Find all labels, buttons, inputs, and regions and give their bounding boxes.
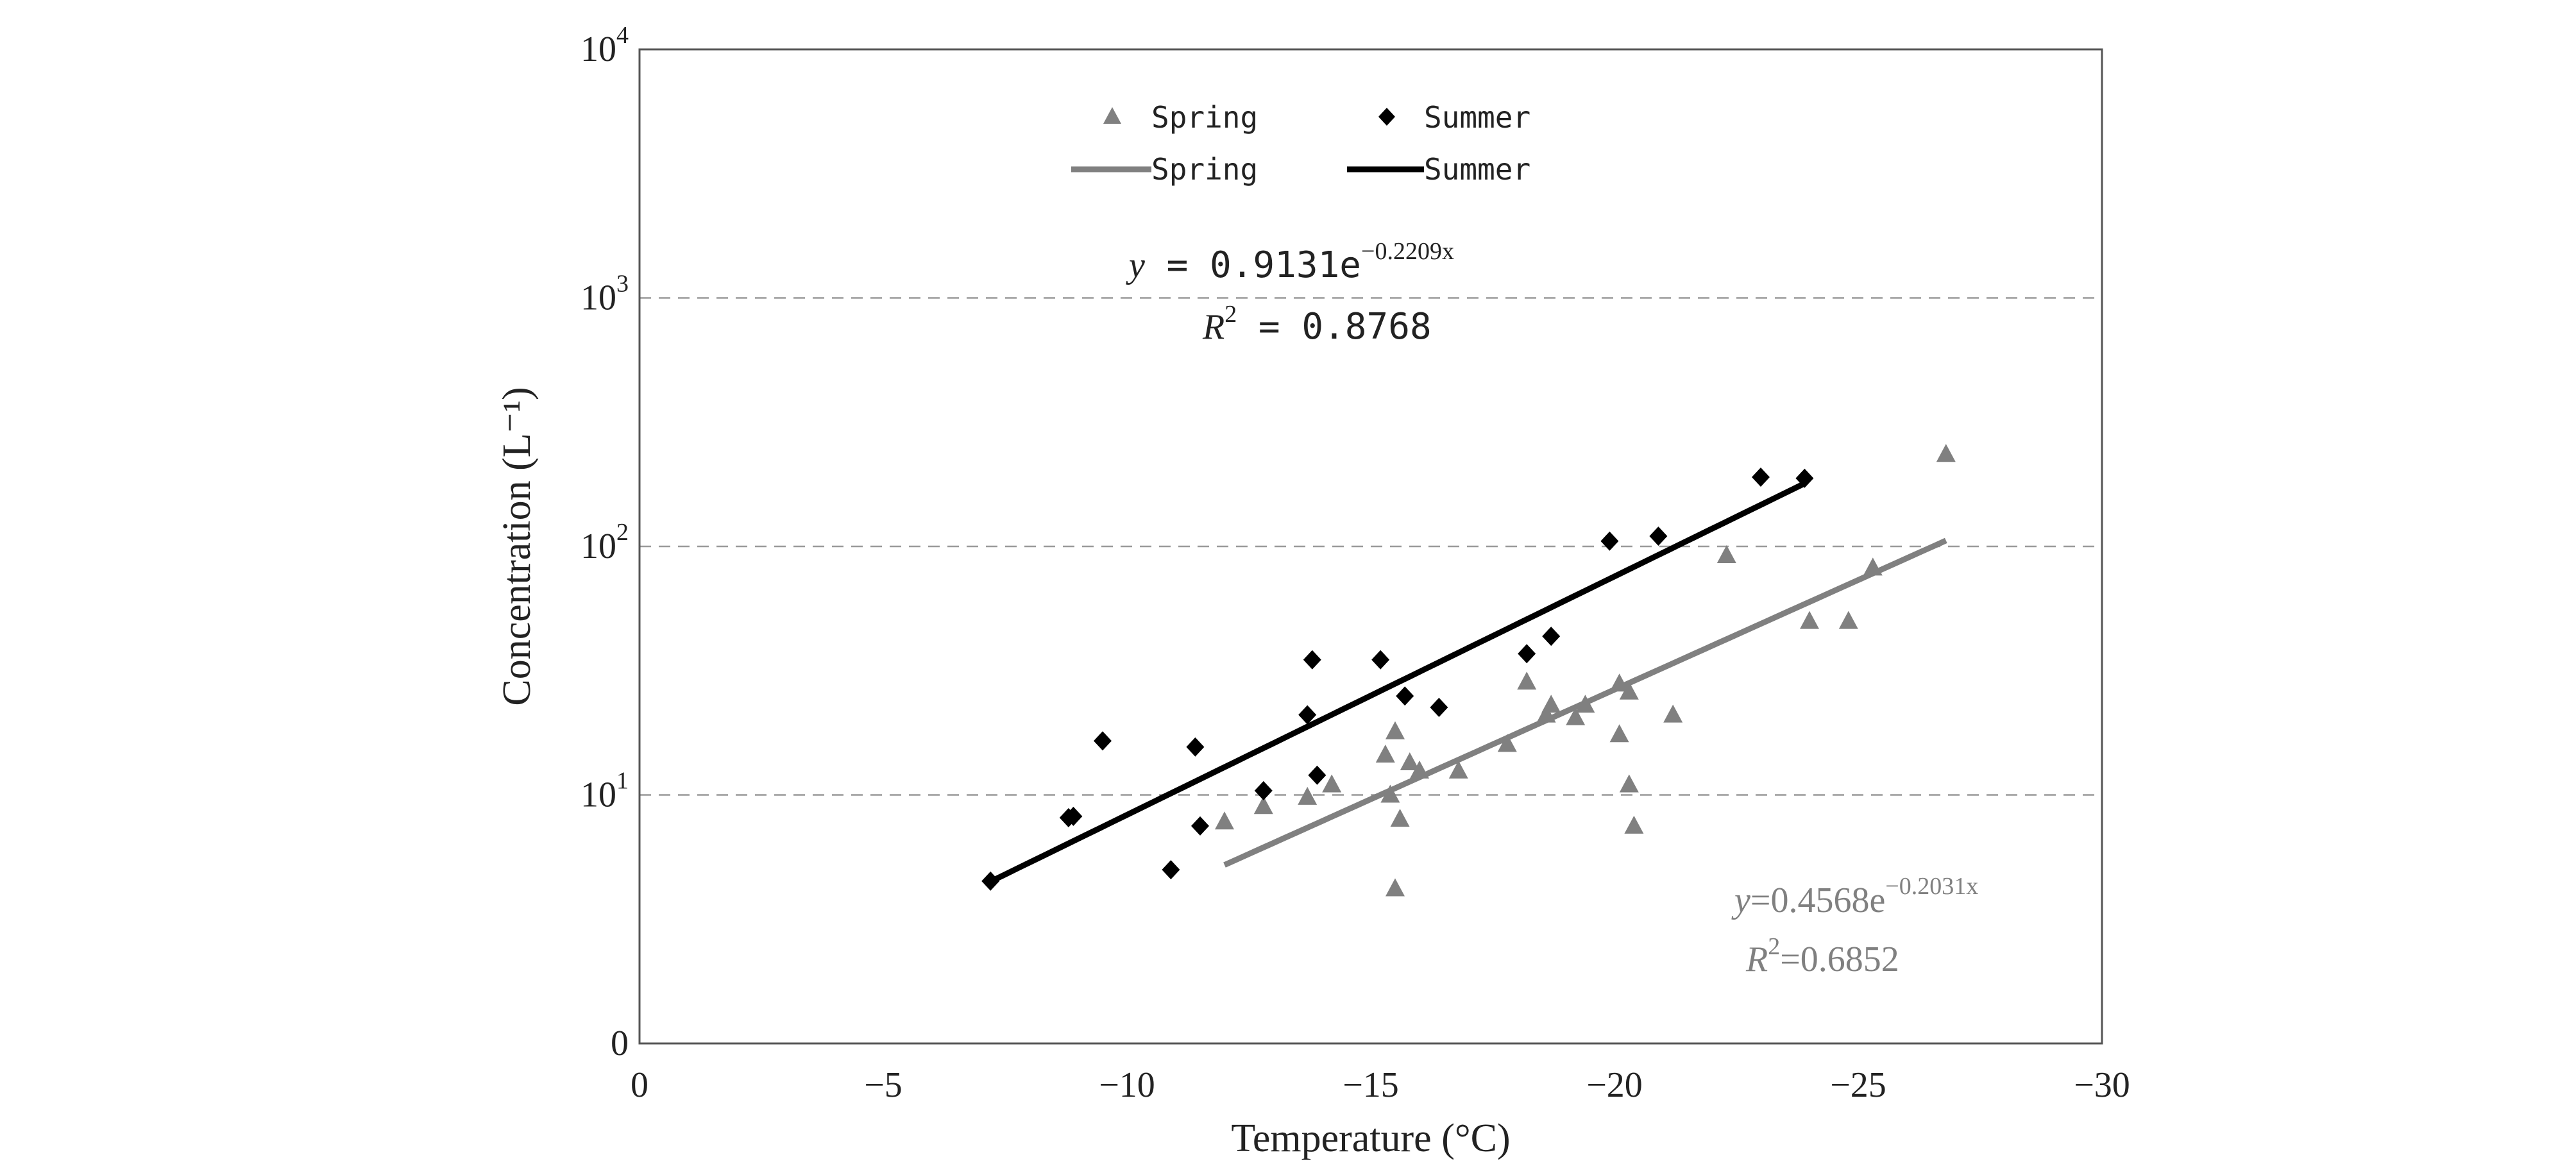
data-point-summer bbox=[1186, 737, 1205, 757]
data-point-summer bbox=[1600, 531, 1619, 551]
data-point-summer bbox=[1094, 731, 1112, 751]
data-point-spring bbox=[1863, 557, 1883, 576]
legend-summer-line-label: Summer bbox=[1424, 152, 1530, 187]
legend: Spring Summer Spring Summer bbox=[1071, 100, 1530, 187]
data-point-spring bbox=[1448, 760, 1468, 779]
x-tick-label: −30 bbox=[2074, 1065, 2130, 1105]
y-tick-label: 103 bbox=[580, 271, 629, 318]
data-point-summer bbox=[1752, 468, 1770, 487]
spring-equation: y=0.4568e−0.2031x R2=0.6852 bbox=[1731, 873, 1978, 979]
x-tick-label: 0 bbox=[631, 1065, 648, 1105]
summer-equation: y = 0.9131e−0.2209x R2 = 0.8768 bbox=[1126, 238, 1454, 348]
data-point-summer bbox=[1649, 527, 1668, 546]
x-tick-label: −25 bbox=[1830, 1065, 1886, 1105]
y-tick-label: 0 bbox=[611, 1024, 629, 1063]
spring-r2-text: R2=0.6852 bbox=[1745, 933, 1899, 979]
data-point-summer bbox=[1371, 650, 1390, 670]
data-point-spring bbox=[1390, 809, 1410, 827]
data-point-spring bbox=[1517, 671, 1537, 690]
data-point-spring bbox=[1716, 545, 1736, 563]
summer-equation-text: y = 0.9131e−0.2209x bbox=[1126, 238, 1454, 286]
data-point-summer bbox=[1542, 627, 1561, 646]
data-point-spring bbox=[1566, 707, 1586, 725]
data-point-summer bbox=[1254, 781, 1273, 800]
x-tick-label: −10 bbox=[1099, 1065, 1155, 1105]
data-point-spring bbox=[1609, 673, 1629, 692]
y-tick-label: 104 bbox=[580, 22, 629, 69]
y-tick-label: 101 bbox=[580, 768, 629, 815]
legend-spring-marker bbox=[1103, 107, 1121, 124]
data-point-spring bbox=[1541, 695, 1561, 713]
x-tick-label: −15 bbox=[1343, 1065, 1399, 1105]
legend-summer-marker bbox=[1378, 108, 1395, 126]
x-tick-label: −5 bbox=[864, 1065, 902, 1105]
legend-spring-marker-label: Spring bbox=[1151, 100, 1258, 135]
data-point-spring bbox=[1575, 695, 1595, 713]
data-point-spring bbox=[1609, 724, 1629, 743]
x-tick-label: −20 bbox=[1586, 1065, 1643, 1105]
data-point-spring bbox=[1298, 786, 1318, 805]
y-tick-label: 102 bbox=[580, 519, 629, 566]
data-point-summer bbox=[1518, 644, 1536, 664]
grid-lines bbox=[640, 297, 2102, 796]
data-point-spring bbox=[1838, 611, 1858, 629]
data-point-summer bbox=[1430, 698, 1448, 717]
data-points bbox=[981, 444, 1956, 897]
data-point-summer bbox=[1162, 860, 1180, 880]
data-point-spring bbox=[1385, 721, 1405, 739]
data-point-summer bbox=[1308, 765, 1326, 785]
plot-frame bbox=[638, 48, 2103, 1045]
y-axis-ticks: 0 101 102 103 104 bbox=[580, 22, 629, 1063]
data-point-summer bbox=[1795, 468, 1814, 488]
data-point-summer bbox=[1298, 705, 1317, 725]
trendline-summer bbox=[989, 480, 1806, 884]
data-point-spring bbox=[1619, 681, 1639, 700]
data-point-spring bbox=[1380, 784, 1400, 803]
data-point-summer bbox=[981, 871, 1000, 891]
x-axis-title: Temperature (°C) bbox=[1231, 1117, 1510, 1160]
data-point-spring bbox=[1663, 704, 1683, 723]
data-point-summer bbox=[1303, 650, 1321, 670]
data-point-spring bbox=[1936, 444, 1956, 462]
data-point-spring bbox=[1400, 752, 1419, 770]
data-point-spring bbox=[1322, 774, 1342, 793]
data-point-spring bbox=[1375, 745, 1395, 763]
legend-summer-marker-label: Summer bbox=[1424, 100, 1530, 135]
data-point-spring bbox=[1215, 811, 1234, 830]
spring-equation-text: y=0.4568e−0.2031x bbox=[1731, 873, 1978, 920]
data-point-spring bbox=[1385, 878, 1405, 897]
legend-spring-line-label: Spring bbox=[1151, 152, 1258, 187]
data-point-spring bbox=[1619, 774, 1639, 793]
data-point-spring bbox=[1497, 734, 1517, 752]
data-point-summer bbox=[1191, 816, 1209, 836]
data-point-summer bbox=[1064, 806, 1083, 826]
summer-r2-text: R2 = 0.8768 bbox=[1202, 301, 1432, 348]
data-point-spring bbox=[1410, 760, 1429, 779]
data-point-spring bbox=[1624, 815, 1644, 834]
y-axis-title: Concentration (L⁻¹) bbox=[495, 387, 539, 705]
data-point-spring bbox=[1800, 611, 1819, 629]
data-point-summer bbox=[1396, 686, 1414, 706]
x-axis-ticks: 0 −5 −10 −15 −20 −25 −30 bbox=[631, 1065, 2130, 1105]
trendlines bbox=[989, 480, 1947, 884]
data-point-spring bbox=[1253, 796, 1273, 814]
data-point-spring bbox=[1536, 704, 1556, 723]
